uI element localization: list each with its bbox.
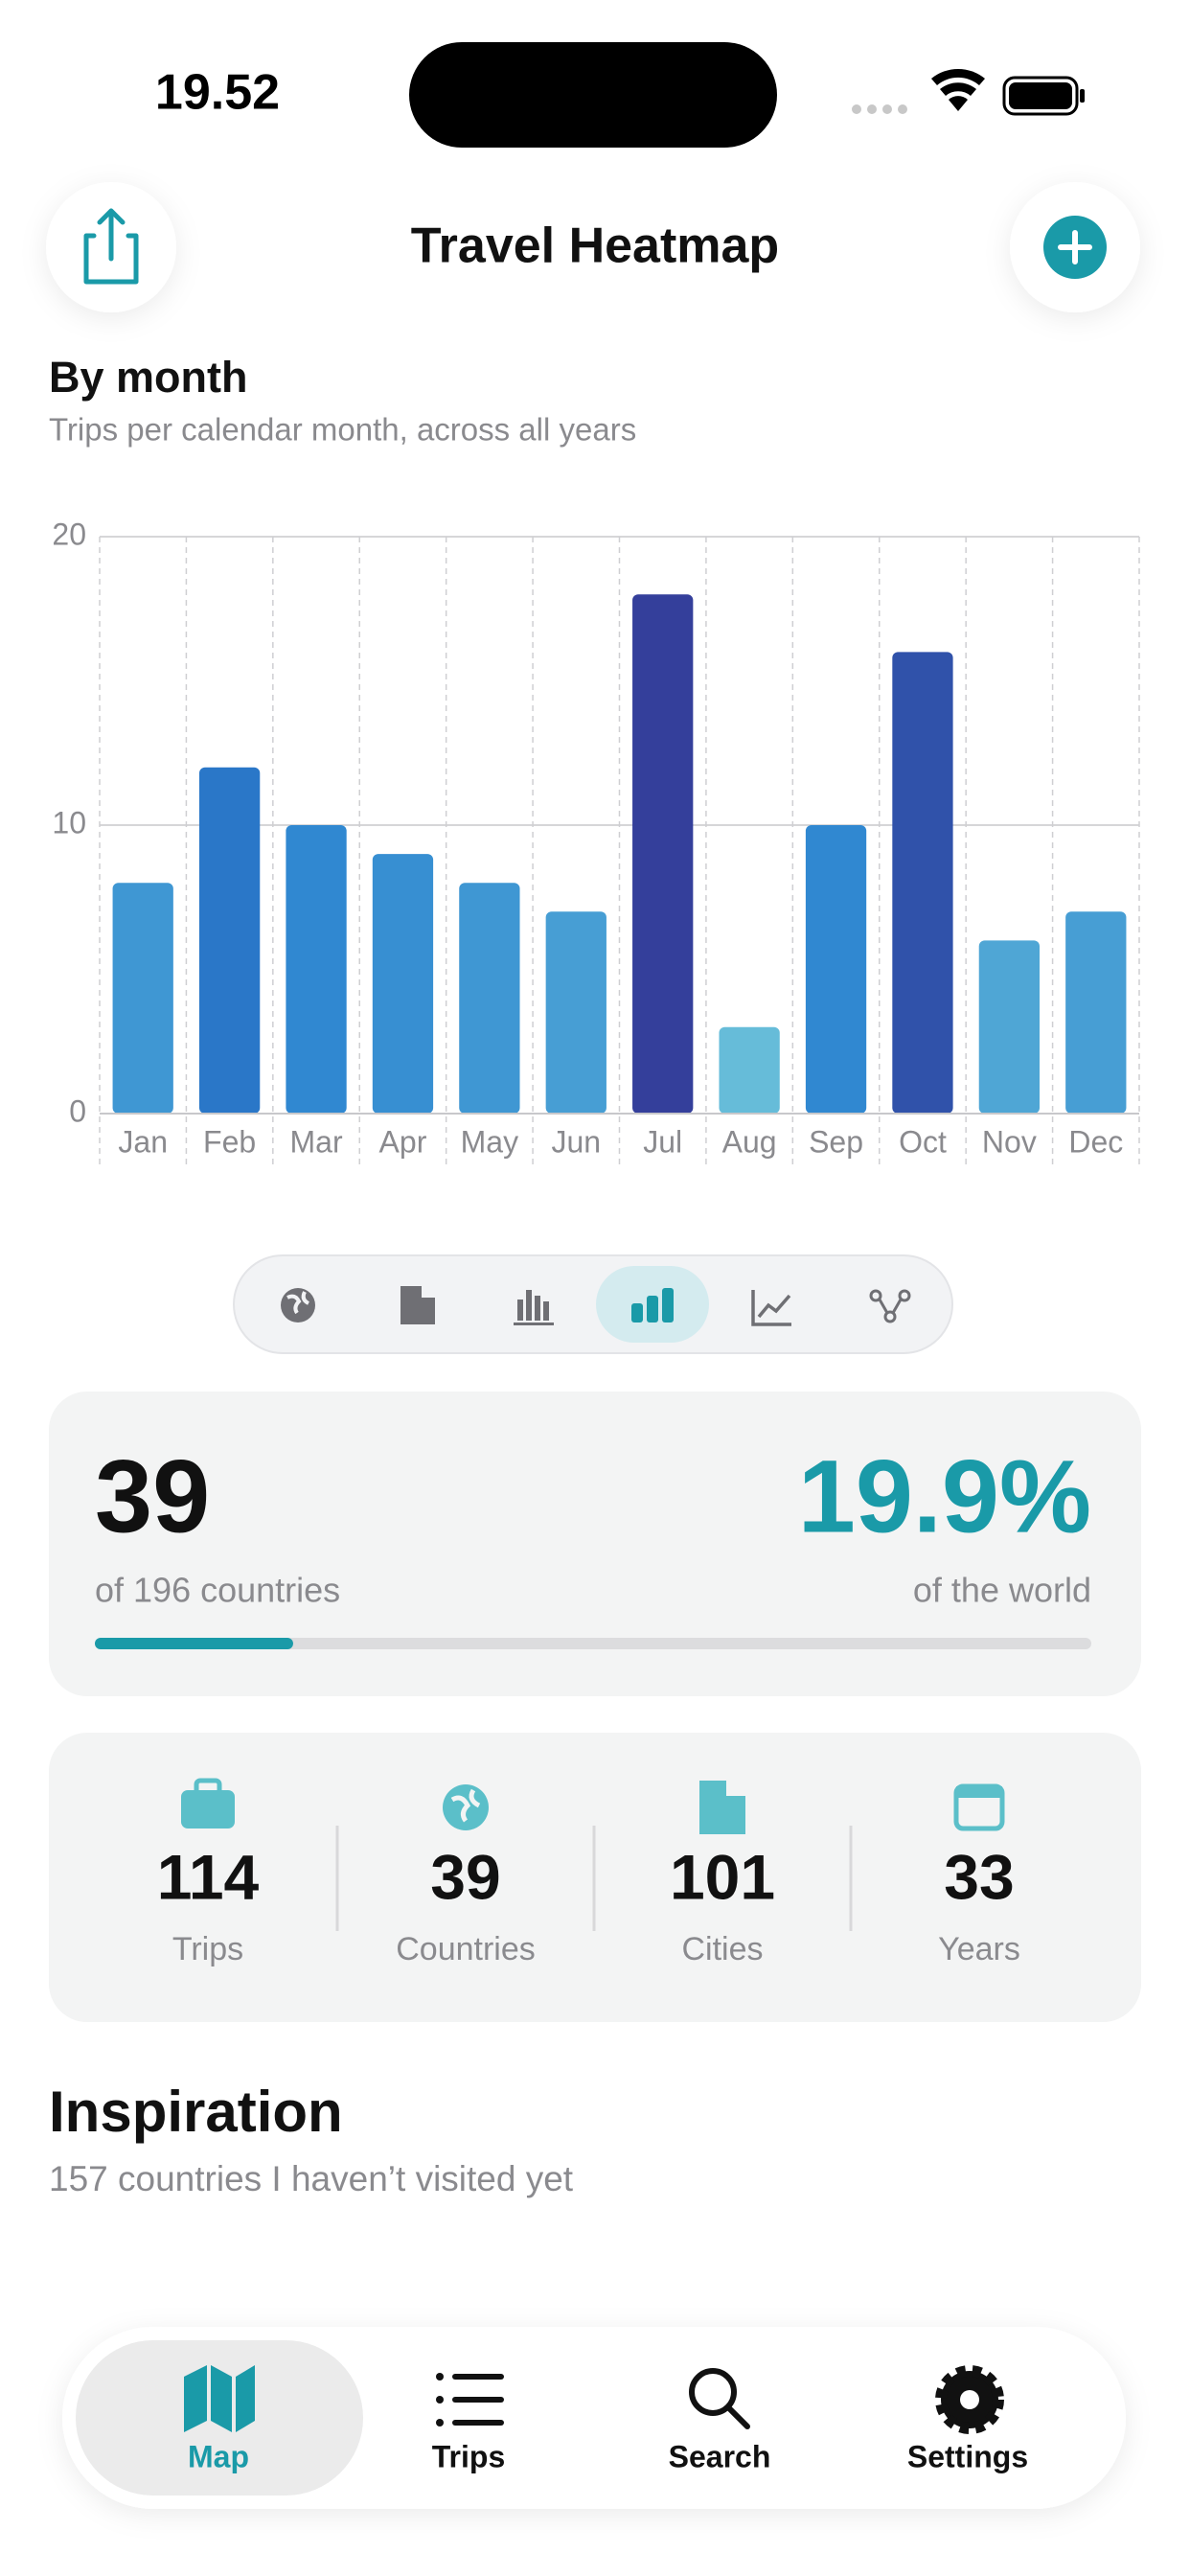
inspiration-title: Inspiration bbox=[49, 2080, 343, 2144]
y-tick-label: 0 bbox=[69, 1093, 86, 1128]
bar bbox=[892, 652, 953, 1114]
progress-track bbox=[95, 1638, 1091, 1649]
view-switcher bbox=[233, 1254, 953, 1354]
share-button[interactable] bbox=[46, 182, 176, 312]
stats: 114 Trips 39 Countries 101 Cities 33 Years bbox=[157, 1841, 1020, 1967]
stat-value: 114 bbox=[157, 1841, 260, 1912]
progress-fill bbox=[95, 1638, 293, 1649]
status-time: 19.52 bbox=[155, 65, 280, 121]
country-count: 39 bbox=[95, 1438, 210, 1554]
bar bbox=[978, 940, 1041, 1114]
x-tick-label: Nov bbox=[982, 1124, 1037, 1159]
bar bbox=[112, 883, 173, 1114]
tab-label[interactable]: Settings bbox=[907, 2439, 1028, 2473]
x-tick-label: Feb bbox=[203, 1124, 256, 1159]
y-tick-label: 10 bbox=[52, 805, 86, 840]
x-tick-label: May bbox=[461, 1124, 518, 1159]
inspiration-subtitle: 157 countries I haven’t visited yet bbox=[49, 2159, 574, 2198]
world-share: 19.9% bbox=[798, 1438, 1091, 1554]
search-icon bbox=[689, 2368, 750, 2429]
bar bbox=[545, 911, 606, 1114]
cities-icon bbox=[699, 1781, 745, 1834]
x-tick-label: Oct bbox=[899, 1124, 947, 1159]
stat-label: Trips bbox=[172, 1931, 243, 1967]
bar bbox=[632, 594, 694, 1114]
summary-card bbox=[49, 1392, 1141, 1696]
bar bbox=[198, 767, 261, 1114]
countries-icon bbox=[443, 1784, 489, 1830]
bar bbox=[459, 883, 520, 1114]
bar bbox=[805, 825, 867, 1114]
chart-subtitle: Trips per calendar month, across all yea… bbox=[49, 412, 636, 448]
x-tick-label: Sep bbox=[809, 1124, 863, 1159]
country-caption: of 196 countries bbox=[95, 1571, 340, 1610]
view-globe[interactable] bbox=[281, 1288, 315, 1322]
x-tick-label: Apr bbox=[379, 1124, 427, 1159]
add-button[interactable] bbox=[1010, 182, 1140, 312]
view-by-month[interactable] bbox=[631, 1288, 674, 1322]
chart: 0 10 20 Jan Feb Mar Apr May Jun Jul Aug Sep Oct Nov De… bbox=[52, 517, 1140, 1165]
tab-label[interactable]: Map bbox=[188, 2439, 249, 2473]
status-icons bbox=[852, 68, 1085, 116]
stat-label: Cities bbox=[681, 1931, 763, 1967]
x-tick-label: Jul bbox=[643, 1124, 682, 1159]
x-tick-label: Jun bbox=[551, 1124, 601, 1159]
view-trend[interactable] bbox=[751, 1290, 791, 1326]
trips-tab-icon bbox=[436, 2373, 504, 2426]
bar bbox=[719, 1026, 780, 1114]
years-icon bbox=[953, 1783, 1005, 1831]
x-tick-label: Aug bbox=[722, 1124, 777, 1159]
bar bbox=[1065, 911, 1127, 1114]
share-caption: of the world bbox=[913, 1571, 1091, 1610]
bar bbox=[372, 854, 434, 1114]
dynamic-island bbox=[409, 42, 777, 148]
y-tick-label: 20 bbox=[52, 517, 86, 551]
view-histogram[interactable] bbox=[514, 1290, 554, 1325]
view-cities[interactable] bbox=[400, 1286, 435, 1324]
map-icon bbox=[184, 2365, 255, 2432]
stat-value: 33 bbox=[944, 1841, 1014, 1912]
stat-label: Years bbox=[938, 1931, 1020, 1967]
progress bbox=[95, 1638, 293, 1649]
chart-title: By month bbox=[49, 353, 248, 402]
view-network[interactable] bbox=[869, 1289, 911, 1323]
stat-label: Countries bbox=[396, 1931, 536, 1967]
settings-icon bbox=[935, 2365, 1004, 2434]
bar bbox=[286, 825, 347, 1114]
stat-value: 101 bbox=[670, 1841, 775, 1912]
header-title: Travel Heatmap bbox=[411, 218, 779, 274]
x-tick-label: Jan bbox=[118, 1124, 168, 1159]
x-tick-label: Mar bbox=[289, 1124, 342, 1159]
tabs: Map Trips Search Settings bbox=[188, 2439, 1028, 2473]
x-tick-label: Dec bbox=[1068, 1124, 1123, 1159]
trips-icon bbox=[181, 1778, 235, 1828]
stat-value: 39 bbox=[430, 1841, 500, 1912]
tab-label[interactable]: Search bbox=[669, 2439, 771, 2473]
stats-dividers bbox=[335, 1826, 853, 1931]
tab-label[interactable]: Trips bbox=[432, 2439, 505, 2473]
